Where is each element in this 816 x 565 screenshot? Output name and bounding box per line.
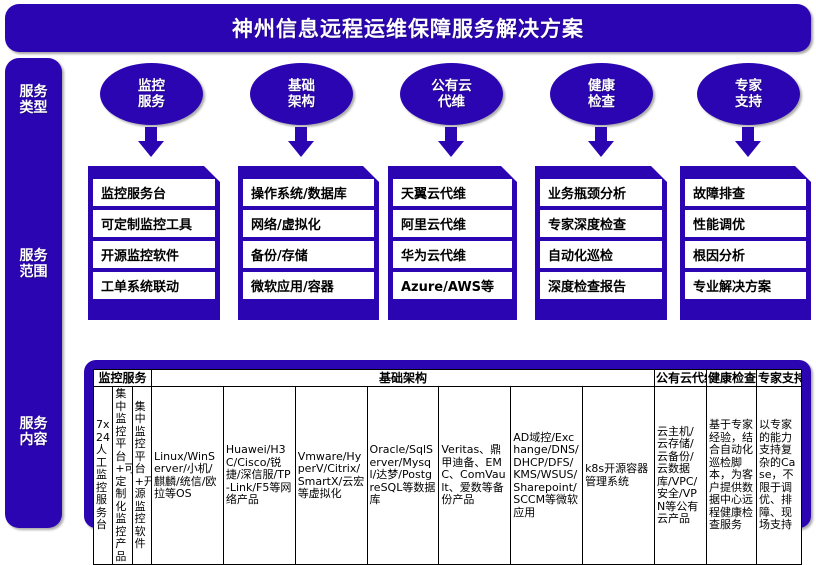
table-cell[interactable]: k8s开源容器管理系统 (582, 386, 655, 565)
scope-item[interactable]: 备份/存储 (243, 241, 374, 268)
scope-panel-expert: 故障排查 性能调优 根因分析 专业解决方案 (680, 166, 811, 320)
category-ellipse-infra-line2: 架构 (288, 94, 315, 110)
table-cell[interactable]: Vmware/HyperV/Citrix/SmartX/云宏等虚拟化 (294, 386, 368, 565)
scope-item[interactable]: 专家深度检查 (540, 210, 662, 237)
scope-panel-healthcheck: 业务瓶颈分析 专家深度检查 自动化巡检 深度检查报告 (535, 166, 667, 320)
scope-item[interactable]: 工单系统联动 (93, 272, 215, 299)
category-ellipse-monitor-line2: 服务 (138, 94, 165, 110)
table-cell[interactable]: 7x24人工监控服务台 (92, 386, 114, 565)
category-ellipse-expert-label: 专家 支持 (735, 78, 762, 110)
table-group-header-expert: 专家支持 (756, 369, 802, 387)
category-ellipse-publiccloud-line1: 公有云 (431, 78, 472, 94)
scope-item[interactable]: 阿里云代维 (393, 210, 512, 237)
sidebar-item-service-content-line2: 内容 (19, 432, 48, 448)
sidebar-item-service-scope-line2: 范围 (19, 264, 48, 280)
category-ellipse-healthcheck-line2: 检查 (588, 94, 615, 110)
table-cell[interactable]: 基于专家经验，结合自动化巡检脚本，为客户提供数据中心远程健康检查服务 (706, 386, 757, 565)
category-ellipse-expert-line2: 支持 (735, 94, 762, 110)
scope-item[interactable]: 网络/虚拟化 (243, 210, 374, 237)
table-cell[interactable]: 集中监控平台+开源监控软件 (131, 386, 153, 565)
category-ellipse-publiccloud-line2: 代维 (438, 94, 465, 110)
category-ellipse-infra-line1: 基础 (288, 78, 315, 94)
sidebar: 服务 类型 服务 范围 服务 内容 (5, 58, 62, 528)
table-cell[interactable]: Linux/WinServer/小机/麒麟/统信/欧拉等OS (151, 386, 224, 565)
scope-item[interactable]: 故障排查 (685, 179, 806, 206)
scope-item[interactable]: 深度检查报告 (540, 272, 662, 299)
scope-item[interactable]: 自动化巡检 (540, 241, 662, 268)
category-ellipse-infra-label: 基础 架构 (288, 78, 315, 110)
scope-item[interactable]: 微软应用/容器 (243, 272, 374, 299)
arrow-down-icon-expert (735, 127, 761, 158)
table-cell[interactable]: 集中监控平台+可定制化监控产品 (112, 386, 133, 565)
scope-item[interactable]: 性能调优 (685, 210, 806, 237)
scope-panel-monitor: 监控服务台 可定制监控工具 开源监控软件 工单系统联动 (88, 166, 220, 320)
table-group-header-healthcheck: 健康检查 (706, 369, 757, 387)
table-cell[interactable]: AD域控/Exchange/DNS/DHCP/DFS/KMS/WSUS/Shar… (510, 386, 584, 565)
table-cell[interactable]: Oracle/SqlServer/Mysql/达梦/PostgreSQL等数据库 (366, 386, 440, 565)
page-title-banner: 神州信息远程运维保障服务解决方案 (5, 4, 811, 52)
category-ellipse-healthcheck-label: 健康 检查 (588, 78, 615, 110)
table-group-header-monitor: 监控服务 (93, 369, 152, 387)
scope-item[interactable]: 操作系统/数据库 (243, 179, 374, 206)
sidebar-item-service-type-line2: 类型 (19, 100, 48, 116)
scope-panel-publiccloud: 天翼云代维 阿里云代维 华为云代维 Azure/AWS等 (388, 166, 517, 320)
sidebar-item-service-content: 服务 内容 (5, 416, 62, 448)
sidebar-item-service-type-line1: 服务 (19, 84, 48, 100)
arrow-down-icon-publiccloud (438, 127, 464, 158)
sidebar-item-service-type: 服务 类型 (5, 84, 62, 116)
scope-item[interactable]: 业务瓶颈分析 (540, 179, 662, 206)
scope-item[interactable]: 专业解决方案 (685, 272, 806, 299)
arrow-down-icon-healthcheck (588, 127, 614, 158)
scope-item[interactable]: 天翼云代维 (393, 179, 512, 206)
sidebar-item-service-scope: 服务 范围 (5, 248, 62, 280)
table-row: 7x24人工监控服务台 集中监控平台+可定制化监控产品 集中监控平台+开源监控软… (92, 386, 802, 565)
scope-item[interactable]: 监控服务台 (93, 179, 215, 206)
scope-item[interactable]: 可定制监控工具 (93, 210, 215, 237)
scope-item[interactable]: Azure/AWS等 (393, 272, 512, 299)
table-cell[interactable]: Veritas、鼎甲迪备、EMC、ComVault、爱数等备份产品 (438, 386, 512, 565)
category-ellipse-healthcheck-line1: 健康 (588, 78, 615, 94)
category-ellipse-infra[interactable]: 基础 架构 (250, 63, 353, 125)
sidebar-item-service-scope-line1: 服务 (19, 248, 48, 264)
table-cell[interactable]: 云主机/云存储/云备份/云数据库/VPC/安全/VPN等公有云产品 (654, 386, 707, 565)
table-cell[interactable]: Huawei/H3C/Cisco/锐捷/深信服/TP-Link/F5等网络产品 (222, 386, 296, 565)
scope-item[interactable]: 根因分析 (685, 241, 806, 268)
category-ellipse-monitor-line1: 监控 (138, 78, 165, 94)
category-ellipse-expert-line1: 专家 (735, 78, 762, 94)
sidebar-item-service-content-line1: 服务 (19, 416, 48, 432)
category-ellipse-healthcheck[interactable]: 健康 检查 (550, 63, 653, 125)
category-ellipse-monitor[interactable]: 监控 服务 (100, 63, 203, 125)
table-group-header-infra: 基础架构 (151, 369, 655, 387)
table-cell[interactable]: 以专家的能力支持复杂的Case，不限于调优、排障、现场支持 (756, 386, 802, 565)
arrow-down-icon-monitor (138, 127, 164, 158)
arrow-down-icon-infra (288, 127, 314, 158)
scope-item[interactable]: 华为云代维 (393, 241, 512, 268)
category-ellipse-publiccloud[interactable]: 公有云 代维 (400, 63, 503, 125)
category-ellipse-expert[interactable]: 专家 支持 (697, 63, 800, 125)
category-ellipse-publiccloud-label: 公有云 代维 (431, 78, 472, 110)
scope-panel-infra: 操作系统/数据库 网络/虚拟化 备份/存储 微软应用/容器 (238, 166, 379, 320)
slide-canvas: 神州信息远程运维保障服务解决方案 服务 类型 服务 范围 服务 内容 监控 服务… (5, 4, 811, 565)
category-ellipse-monitor-label: 监控 服务 (138, 78, 165, 110)
page-title: 神州信息远程运维保障服务解决方案 (232, 17, 584, 41)
scope-item[interactable]: 开源监控软件 (93, 241, 215, 268)
